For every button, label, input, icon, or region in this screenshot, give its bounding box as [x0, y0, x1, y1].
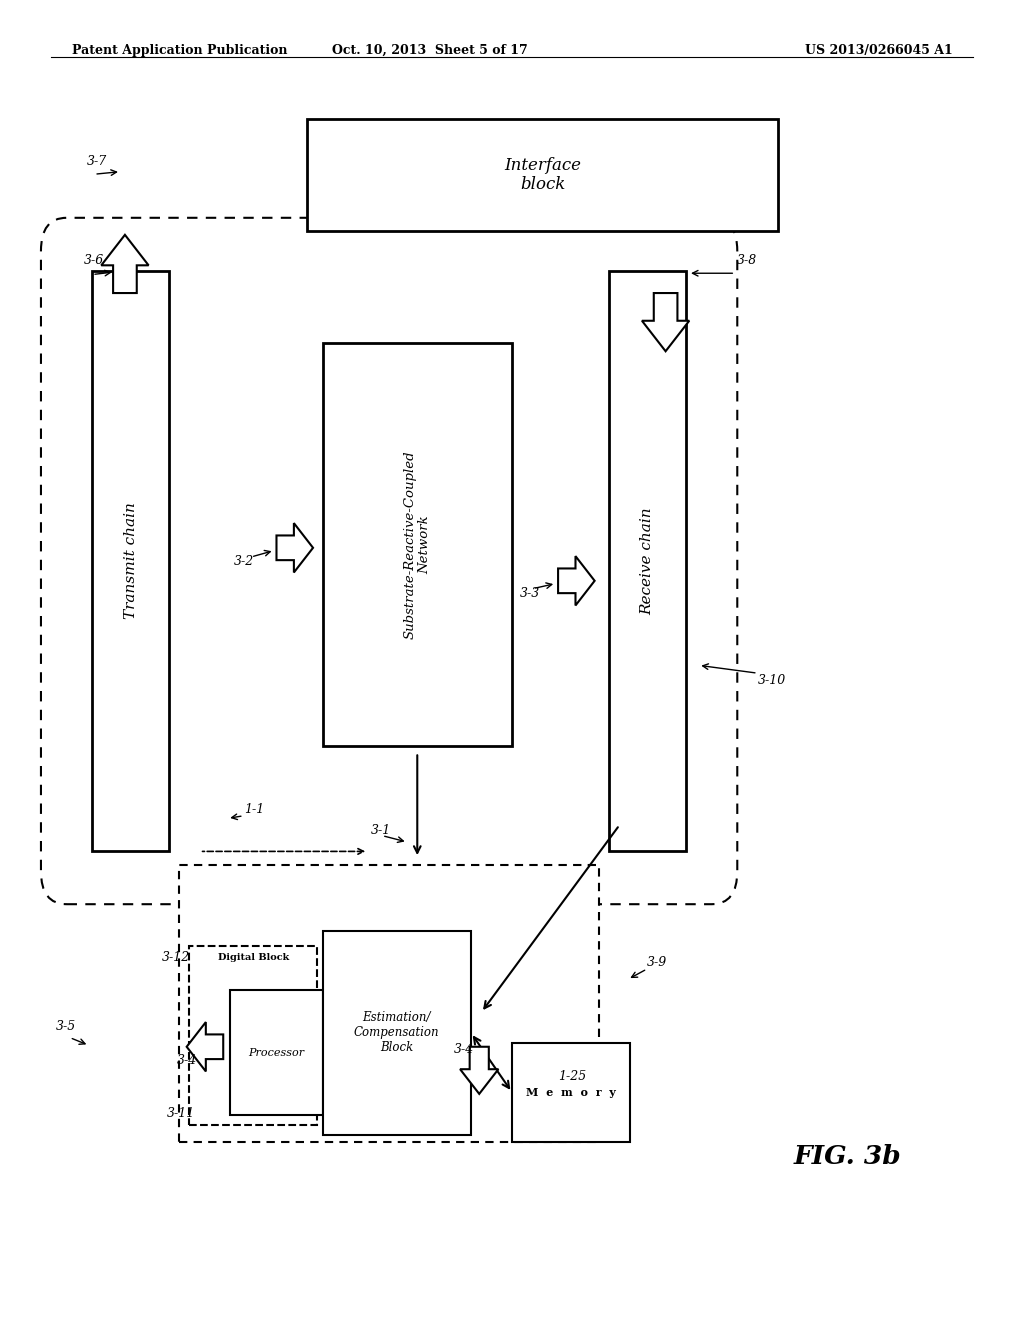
FancyBboxPatch shape — [179, 865, 599, 1142]
Text: Processor: Processor — [249, 1048, 304, 1057]
Text: 1-1: 1-1 — [244, 803, 264, 816]
Polygon shape — [460, 1047, 499, 1094]
Text: 3-11: 3-11 — [167, 1106, 196, 1119]
Text: 3-8: 3-8 — [737, 253, 758, 267]
Text: 3-4: 3-4 — [177, 1053, 198, 1067]
Text: 3-10: 3-10 — [758, 673, 786, 686]
FancyBboxPatch shape — [92, 271, 169, 851]
Text: 3-1: 3-1 — [371, 824, 391, 837]
Text: M  e  m  o  r  y: M e m o r y — [526, 1086, 615, 1098]
Text: Estimation/
Compensation
Block: Estimation/ Compensation Block — [354, 1011, 439, 1055]
Text: Patent Application Publication: Patent Application Publication — [72, 44, 287, 57]
Text: 3-3: 3-3 — [520, 586, 541, 599]
Polygon shape — [186, 1022, 223, 1072]
Text: 3-4: 3-4 — [454, 1043, 474, 1056]
Text: 3-2: 3-2 — [233, 554, 254, 568]
FancyBboxPatch shape — [512, 1043, 630, 1142]
Text: 3-5: 3-5 — [56, 1019, 77, 1032]
Text: 3-12: 3-12 — [162, 950, 190, 964]
Polygon shape — [558, 556, 595, 606]
FancyBboxPatch shape — [323, 931, 471, 1135]
Text: FIG. 3b: FIG. 3b — [794, 1144, 901, 1170]
FancyBboxPatch shape — [609, 271, 686, 851]
Text: Receive chain: Receive chain — [641, 507, 654, 615]
Text: 3-7: 3-7 — [87, 154, 108, 168]
Polygon shape — [101, 235, 148, 293]
Text: Interface
block: Interface block — [504, 157, 582, 193]
FancyBboxPatch shape — [230, 990, 323, 1115]
FancyBboxPatch shape — [189, 946, 317, 1125]
Text: Transmit chain: Transmit chain — [124, 503, 137, 619]
Text: 3-9: 3-9 — [647, 956, 668, 969]
Text: 3-6: 3-6 — [84, 253, 104, 267]
Text: Substrate-Reactive-Coupled
Network: Substrate-Reactive-Coupled Network — [403, 450, 431, 639]
FancyBboxPatch shape — [307, 119, 778, 231]
Polygon shape — [276, 523, 313, 573]
Text: Digital Block: Digital Block — [218, 953, 289, 962]
FancyBboxPatch shape — [323, 343, 512, 746]
Polygon shape — [642, 293, 689, 351]
Text: 1-25: 1-25 — [558, 1069, 587, 1082]
Text: US 2013/0266045 A1: US 2013/0266045 A1 — [805, 44, 952, 57]
Text: Oct. 10, 2013  Sheet 5 of 17: Oct. 10, 2013 Sheet 5 of 17 — [332, 44, 528, 57]
